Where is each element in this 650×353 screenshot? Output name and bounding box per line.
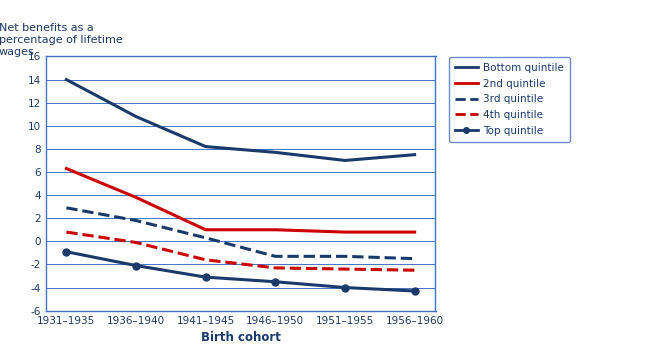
X-axis label: Birth cohort: Birth cohort xyxy=(201,331,280,344)
Legend: Bottom quintile, 2nd quintile, 3rd quintile, 4th quintile, Top quintile: Bottom quintile, 2nd quintile, 3rd quint… xyxy=(448,56,570,142)
Text: Net benefits as a
percentage of lifetime
wages: Net benefits as a percentage of lifetime… xyxy=(0,23,122,56)
